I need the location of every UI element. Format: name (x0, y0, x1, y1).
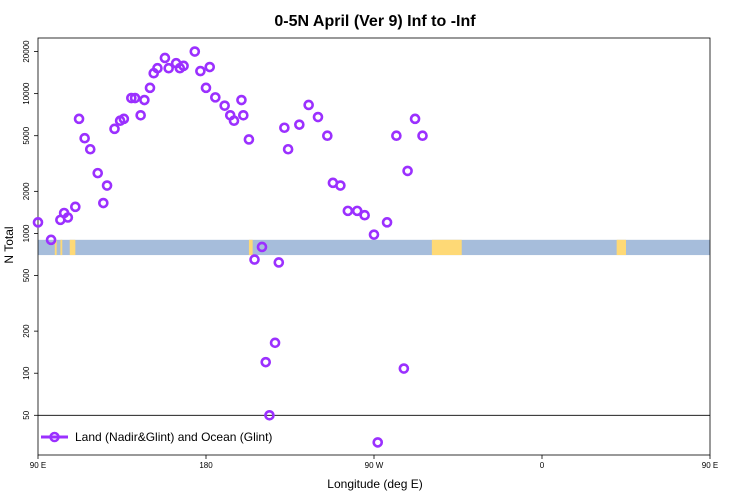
data-point (109, 123, 120, 135)
x-tick-label: 90 E (30, 461, 46, 470)
y-tick-label: 2000 (22, 182, 31, 200)
land-segment (54, 239, 57, 256)
data-point (279, 122, 290, 134)
data-point (282, 143, 294, 155)
data-point (335, 180, 346, 191)
data-point (126, 92, 137, 104)
data-point (189, 46, 201, 57)
y-tick-label: 500 (22, 268, 31, 282)
data-point (139, 94, 150, 106)
data-point (294, 119, 305, 130)
data-point (372, 437, 384, 448)
data-point (163, 62, 174, 74)
data-point (70, 201, 81, 213)
data-point (45, 234, 57, 246)
x-tick-label: 90 E (702, 461, 718, 470)
data-point (101, 180, 113, 191)
data-point (159, 52, 171, 64)
data-point (135, 109, 146, 121)
data-point (62, 212, 74, 223)
land-segment (616, 239, 626, 256)
data-point (238, 109, 249, 121)
y-tick-label: 200 (22, 324, 31, 338)
data-point (243, 134, 255, 145)
land-segment (60, 239, 63, 256)
ocean-band (38, 239, 710, 256)
data-point (219, 100, 230, 111)
legend-marker-swatch (49, 431, 60, 443)
data-point (260, 356, 272, 368)
data-point (381, 217, 393, 228)
y-tick-label: 5000 (22, 126, 31, 144)
data-point (118, 113, 130, 125)
data-point (152, 62, 163, 74)
data-point (73, 113, 85, 125)
y-tick-label: 100 (22, 366, 31, 380)
chart-title: 0-5N April (Ver 9) Inf to -Inf (274, 13, 476, 30)
data-point (342, 205, 354, 217)
data-point (312, 111, 324, 123)
plot-area: 90 E 180 90 W 0 90 E 50 100 200 500 1000 2000 5000 1… (22, 37, 718, 470)
data-point (98, 197, 109, 209)
x-tick-label: 90 W (365, 461, 384, 470)
data-point (264, 409, 275, 421)
data-point (92, 167, 104, 179)
data-point (409, 113, 421, 125)
legend: Land (Nadir&Glint) and Ocean (Glint) (41, 430, 272, 444)
data-point (273, 257, 285, 268)
y-tick-label: 50 (22, 410, 31, 419)
y-tick-label: 10000 (22, 82, 31, 105)
legend-label: Land (Nadir&Glint) and Ocean (Glint) (75, 430, 272, 444)
data-point (269, 337, 281, 349)
series-points (32, 46, 428, 448)
data-point (32, 217, 44, 228)
data-point (391, 130, 402, 142)
y-tick-label: 1000 (22, 224, 31, 242)
data-point (195, 65, 206, 77)
data-point (144, 82, 156, 94)
data-point (204, 61, 216, 73)
data-point (417, 130, 428, 142)
data-point (402, 165, 413, 177)
land-segment (69, 239, 76, 256)
land-segment (431, 239, 462, 256)
data-point (359, 209, 370, 221)
data-point (178, 60, 189, 72)
y-axis-title: N Total (2, 226, 16, 263)
data-point (249, 254, 260, 265)
data-point (398, 363, 410, 374)
data-point (129, 92, 141, 104)
data-point (368, 229, 380, 240)
x-tick-label: 180 (199, 461, 213, 470)
data-point (228, 115, 240, 127)
x-axis-title: Longitude (deg E) (327, 477, 422, 491)
x-tick-label: 0 (540, 461, 545, 470)
data-point (84, 143, 96, 155)
data-point (200, 82, 212, 94)
data-point (322, 130, 333, 142)
data-point (210, 92, 221, 103)
data-point (303, 99, 314, 111)
y-tick-label: 20000 (22, 40, 31, 63)
data-point (351, 205, 363, 217)
land-segment (248, 239, 253, 256)
data-point (236, 94, 247, 106)
data-point (256, 241, 268, 253)
data-point (79, 132, 90, 144)
